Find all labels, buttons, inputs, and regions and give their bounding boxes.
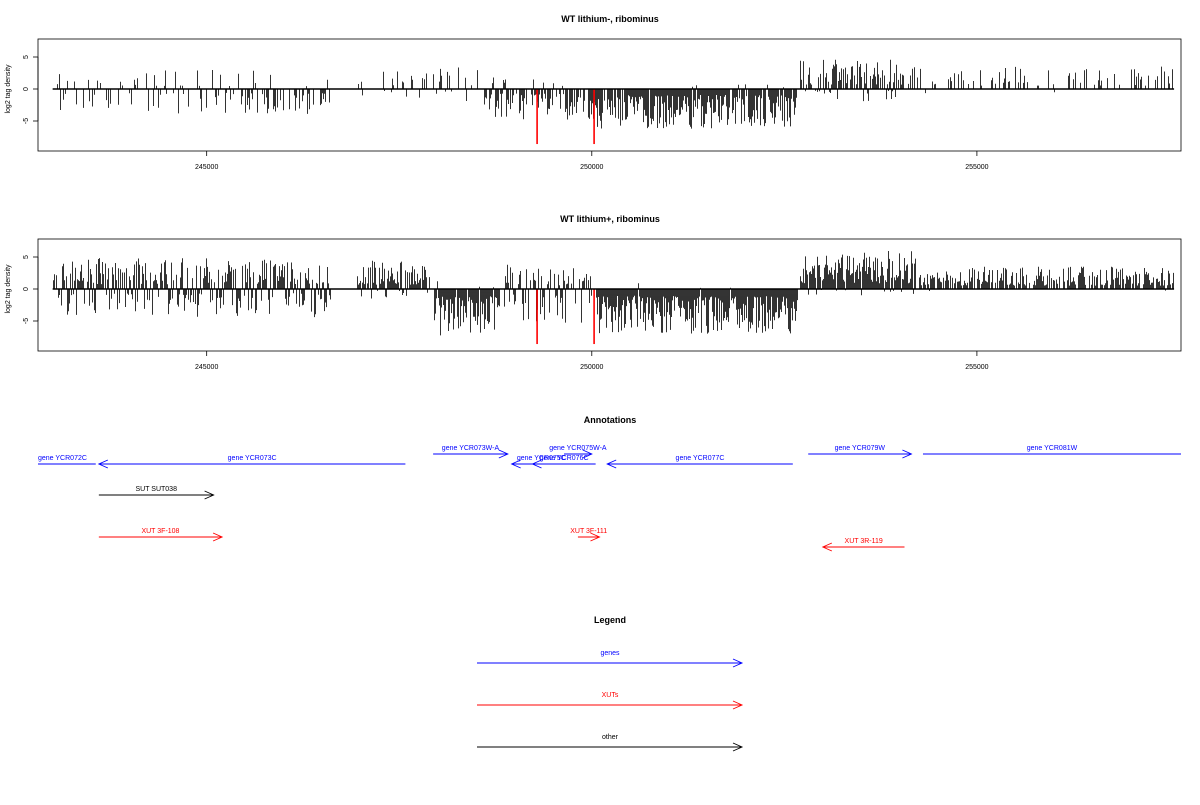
highlight-bars	[536, 89, 595, 145]
y-tick-label: -5	[23, 118, 30, 124]
feature-label: gene YCR079W	[835, 445, 886, 452]
legend-item: genes	[477, 650, 744, 668]
legend-label: XUTs	[602, 692, 619, 699]
highlight-bars	[536, 289, 595, 345]
feature-arrowhead	[590, 532, 601, 542]
y-axis-label: log2 tag density	[5, 64, 12, 114]
x-tick-label: 255000	[965, 164, 988, 171]
legend-item: XUTs	[477, 692, 744, 710]
x-tick-label: 250000	[580, 164, 603, 171]
feature-arrowhead	[212, 532, 224, 542]
annotation-features: gene YCR072C gene YCR073C gene YCR073W-A ge…	[38, 445, 1181, 552]
x-tick-label: 250000	[580, 364, 603, 371]
x-tick-label: 255000	[965, 364, 988, 371]
feature-label: gene YCR075W-A	[549, 445, 607, 452]
feature-arrowhead	[732, 742, 744, 752]
legend-title: Legend	[594, 615, 626, 625]
feature-arrowhead	[97, 459, 109, 469]
feature-arrowhead	[531, 459, 542, 469]
annotation-feature: gene YCR077C	[606, 455, 793, 469]
feature-label: XUT 3R-119	[845, 538, 883, 545]
feature-arrowhead	[821, 542, 833, 552]
annotations-panel: Annotations gene YCR072C gene YCR073Cgene…	[38, 415, 1181, 552]
panel-lithium-minus: WT lithium-, ribominus log2 tag density …	[5, 14, 1182, 171]
annotation-feature: gene YCR076C	[531, 455, 596, 469]
feature-label: gene YCR077C	[676, 455, 725, 462]
annotation-feature: gene YCR075W-A	[549, 445, 607, 459]
feature-label: gene YCR081W	[1027, 445, 1078, 452]
annotation-feature: XUT 3F-108	[98, 528, 224, 542]
legend-label: other	[602, 734, 619, 741]
x-tick-label: 245000	[195, 164, 218, 171]
annotation-feature: XUT 3R-119	[821, 538, 905, 552]
panel-title: WT lithium+, ribominus	[560, 214, 660, 224]
feature-arrowhead	[732, 658, 744, 668]
legend: Legend genes XUTs other	[477, 615, 744, 752]
feature-arrowhead	[204, 490, 215, 500]
y-tick-label: 5	[23, 255, 30, 259]
annotation-feature: gene YCR073C	[97, 455, 406, 469]
annotation-feature: gene YCR072C	[38, 455, 96, 465]
y-tick-label: 0	[23, 287, 30, 291]
x-tick-label: 245000	[195, 364, 218, 371]
annotation-feature: gene YCR079W	[808, 445, 913, 459]
feature-arrowhead	[498, 449, 509, 459]
y-tick-label: 0	[23, 87, 30, 91]
feature-label: XUT 3F-111	[570, 528, 607, 535]
feature-label: gene YCR073W-A	[442, 445, 500, 452]
x-axis: 245000 250000 255000	[195, 351, 989, 371]
feature-arrowhead	[510, 459, 521, 469]
feature-label: gene YCR072C	[38, 455, 87, 462]
feature-label: SUT SUT038	[135, 486, 177, 493]
annotation-feature: gene YCR081W	[922, 445, 1181, 455]
density-bars	[53, 251, 1174, 336]
annotation-feature: XUT 3F-111	[570, 528, 607, 542]
tag-density-bars	[57, 59, 1173, 129]
feature-label: gene YCR073C	[228, 455, 277, 462]
feature-arrowhead	[582, 449, 593, 459]
density-bars	[57, 59, 1173, 129]
y-axis: 5 0 -5	[23, 55, 39, 124]
y-tick-label: -5	[23, 318, 30, 324]
legend-items: genes XUTs other	[477, 650, 744, 752]
y-axis-label: log2 tag density	[5, 264, 12, 314]
y-axis: 5 0 -5	[23, 255, 39, 324]
legend-item: other	[477, 734, 744, 752]
y-tick-label: 5	[23, 55, 30, 59]
feature-label: gene YCR076C	[540, 455, 589, 462]
annotation-feature: SUT SUT038	[98, 486, 215, 500]
legend-label: genes	[600, 650, 620, 657]
feature-label: XUT 3F-108	[141, 528, 179, 535]
tag-density-bars	[53, 251, 1174, 336]
panel-lithium-plus: WT lithium+, ribominus log2 tag density …	[5, 214, 1182, 371]
annotations-title: Annotations	[584, 415, 637, 425]
feature-arrowhead	[606, 459, 617, 469]
x-axis: 245000 250000 255000	[195, 151, 989, 171]
panel-title: WT lithium-, ribominus	[561, 14, 659, 24]
feature-arrowhead	[732, 700, 744, 710]
feature-label: gene YCR075C	[517, 455, 566, 462]
feature-arrowhead	[902, 449, 913, 459]
annotation-feature: gene YCR073W-A	[433, 445, 509, 459]
